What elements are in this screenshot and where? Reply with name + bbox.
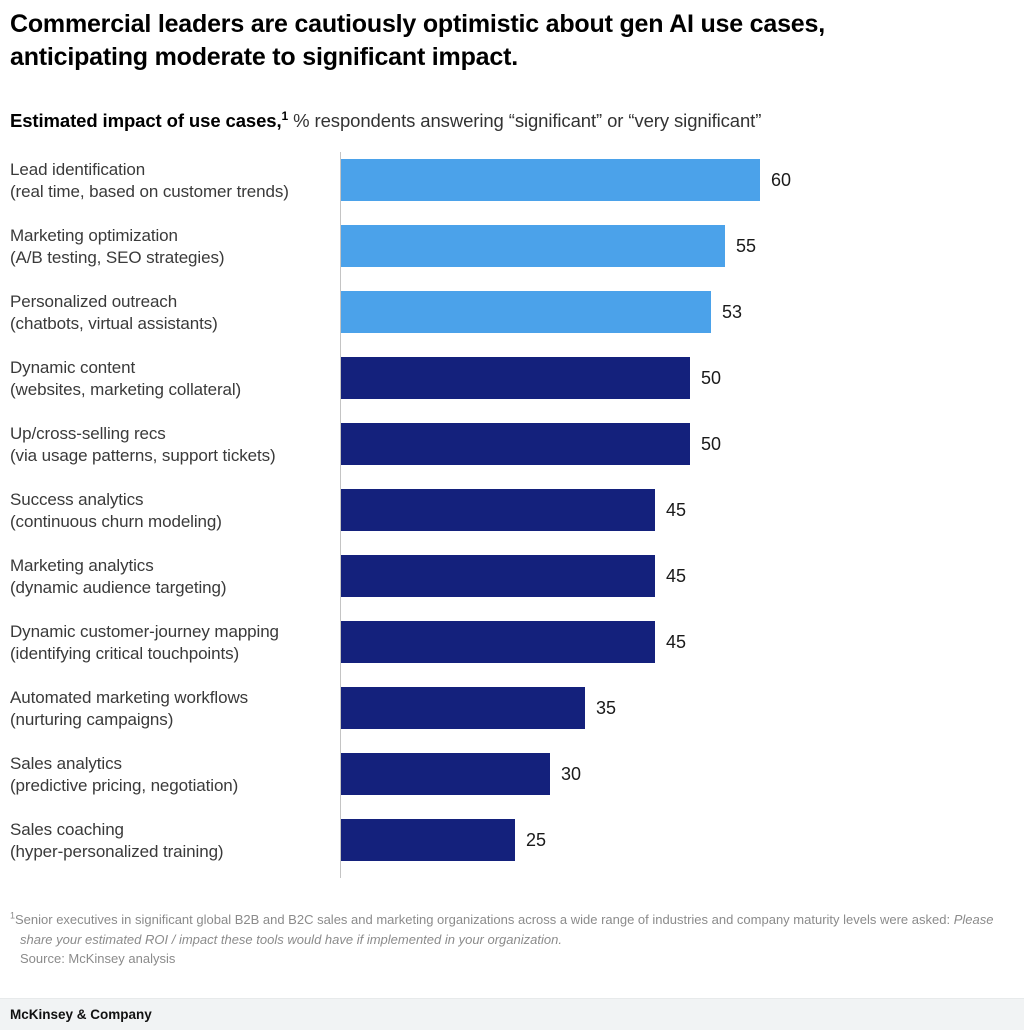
- category-label: Marketing analytics (dynamic audience ta…: [10, 555, 340, 598]
- footnote-text: Senior executives in significant global …: [15, 912, 954, 927]
- bar: [340, 555, 655, 597]
- category-label-main: Marketing analytics: [10, 556, 154, 575]
- chart-row: Personalized outreach (chatbots, virtual…: [10, 291, 1010, 334]
- category-label-sub: (dynamic audience targeting): [10, 577, 227, 597]
- bar-value-label: 45: [666, 631, 687, 652]
- chart-subtitle-bold: Estimated impact of use cases,: [10, 110, 282, 131]
- bar-area: 55: [340, 225, 1010, 267]
- category-label-main: Automated marketing workflows: [10, 688, 249, 707]
- chart-row: Marketing optimization (A/B testing, SEO…: [10, 225, 1010, 268]
- bar-value-label: 30: [561, 763, 582, 784]
- bar-area: 45: [340, 555, 1010, 597]
- bar: [340, 753, 550, 795]
- bar-value-label: 25: [526, 829, 547, 850]
- category-label-main: Sales analytics: [10, 754, 122, 773]
- bar: [340, 489, 655, 531]
- bar: [340, 225, 725, 267]
- page-title: Commercial leaders are cautiously optimi…: [10, 10, 825, 71]
- category-label-main: Marketing optimization: [10, 226, 178, 245]
- chart-subtitle: Estimated impact of use cases,1 % respon…: [10, 110, 1010, 132]
- bar-area: 53: [340, 291, 1010, 333]
- category-label: Sales analytics (predictive pricing, neg…: [10, 753, 340, 796]
- bar: [340, 291, 711, 333]
- bar-area: 25: [340, 819, 1010, 861]
- category-label-sub: (continuous churn modeling): [10, 511, 222, 531]
- y-axis-line: [340, 152, 341, 878]
- bar-value-label: 50: [701, 367, 722, 388]
- footnote-block: 1Senior executives in significant global…: [10, 910, 1010, 969]
- bar-value-label: 45: [666, 499, 687, 520]
- chart-row: Marketing analytics (dynamic audience ta…: [10, 555, 1010, 598]
- category-label-main: Personalized outreach: [10, 292, 178, 311]
- chart-row: Lead identification (real time, based on…: [10, 159, 1010, 202]
- bar-area: 50: [340, 423, 1010, 465]
- category-label: Sales coaching (hyper-personalized train…: [10, 819, 340, 862]
- category-label-sub: (chatbots, virtual assistants): [10, 313, 218, 333]
- category-label-main: Sales coaching: [10, 820, 124, 839]
- category-label-main: Dynamic content: [10, 358, 136, 377]
- chart-row: Success analytics (continuous churn mode…: [10, 489, 1010, 532]
- category-label-sub: (identifying critical touchpoints): [10, 643, 240, 663]
- category-label-sub: (predictive pricing, negotiation): [10, 775, 239, 795]
- chart-subtitle-rest: % respondents answering “significant” or…: [288, 110, 762, 131]
- chart-rows: Lead identification (real time, based on…: [10, 159, 1010, 862]
- footnote-marker: 1: [10, 910, 16, 921]
- bar: [340, 357, 690, 399]
- category-label-sub: (websites, marketing collateral): [10, 379, 242, 399]
- chart-row: Dynamic customer-journey mapping (identi…: [10, 621, 1010, 664]
- bar-value-label: 60: [771, 169, 792, 190]
- category-label-sub: (via usage patterns, support tickets): [10, 445, 276, 465]
- bar-area: 45: [340, 621, 1010, 663]
- bar-value-label: 35: [596, 697, 617, 718]
- category-label-sub: (real time, based on customer trends): [10, 181, 289, 201]
- footer-band: McKinsey & Company: [0, 998, 1024, 1030]
- bar: [340, 159, 760, 201]
- category-label: Automated marketing workflows (nurturing…: [10, 687, 340, 730]
- bar-chart: Lead identification (real time, based on…: [10, 152, 1010, 878]
- bar-area: 60: [340, 159, 1010, 201]
- bar-value-label: 53: [722, 301, 743, 322]
- chart-row: Sales coaching (hyper-personalized train…: [10, 819, 1010, 862]
- bar: [340, 621, 655, 663]
- category-label-main: Up/cross-selling recs: [10, 424, 166, 443]
- category-label-main: Dynamic customer-journey mapping: [10, 622, 279, 641]
- category-label: Dynamic content (websites, marketing col…: [10, 357, 340, 400]
- bar-area: 30: [340, 753, 1010, 795]
- bar-value-label: 55: [736, 235, 757, 256]
- page: Commercial leaders are cautiously optimi…: [0, 8, 1024, 969]
- bar-area: 45: [340, 489, 1010, 531]
- bar-value-label: 45: [666, 565, 687, 586]
- bar: [340, 423, 690, 465]
- chart-row: Sales analytics (predictive pricing, neg…: [10, 753, 1010, 796]
- chart-row: Up/cross-selling recs (via usage pattern…: [10, 423, 1010, 466]
- bar: [340, 819, 515, 861]
- category-label-sub: (A/B testing, SEO strategies): [10, 247, 225, 267]
- category-label: Lead identification (real time, based on…: [10, 159, 340, 202]
- footnote-marker-superscript: 1: [281, 108, 289, 123]
- category-label-sub: (hyper-personalized training): [10, 841, 224, 861]
- bar-area: 35: [340, 687, 1010, 729]
- category-label-sub: (nurturing campaigns): [10, 709, 174, 729]
- category-label: Dynamic customer-journey mapping (identi…: [10, 621, 340, 664]
- source-line: Source: McKinsey analysis: [20, 951, 176, 966]
- bar-area: 50: [340, 357, 1010, 399]
- footnote-question-italic: Please share your estimated ROI / impact…: [20, 912, 994, 947]
- category-label-main: Success analytics: [10, 490, 144, 509]
- category-label: Up/cross-selling recs (via usage pattern…: [10, 423, 340, 466]
- category-label: Marketing optimization (A/B testing, SEO…: [10, 225, 340, 268]
- bar-value-label: 50: [701, 433, 722, 454]
- footnote: 1Senior executives in significant global…: [10, 910, 1010, 949]
- brand-wordmark: McKinsey & Company: [10, 1007, 152, 1022]
- chart-row: Automated marketing workflows (nurturing…: [10, 687, 1010, 730]
- category-label-main: Lead identification: [10, 160, 146, 179]
- category-label: Success analytics (continuous churn mode…: [10, 489, 340, 532]
- chart-row: Dynamic content (websites, marketing col…: [10, 357, 1010, 400]
- bar: [340, 687, 585, 729]
- category-label: Personalized outreach (chatbots, virtual…: [10, 291, 340, 334]
